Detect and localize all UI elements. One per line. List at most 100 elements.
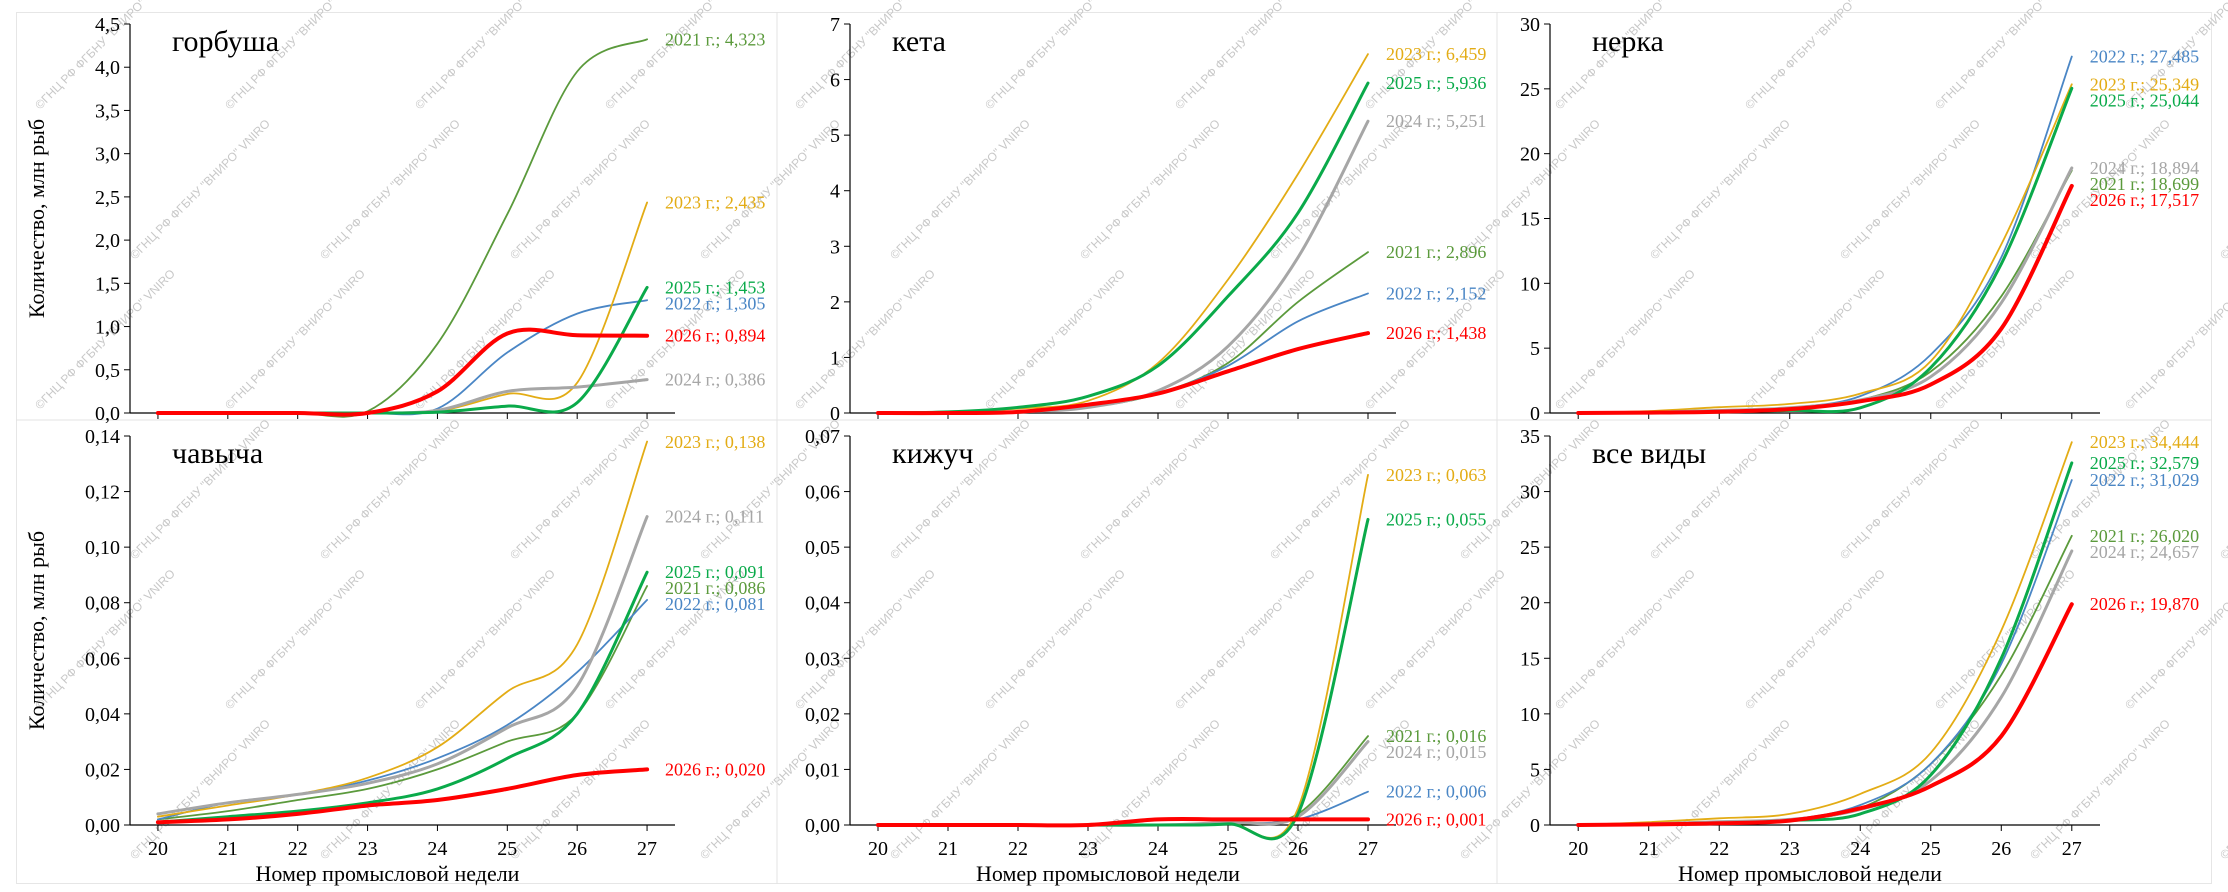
series-end-label-2023: 2023 г.; 6,459 (1386, 44, 1486, 64)
x-tick-label: 22 (1008, 838, 1028, 860)
x-tick-label: 23 (1078, 838, 1098, 860)
watermark-group: ©ГНЦ РФ ФГБНУ "ВНИРО" VNIRO ©ГНЦ РФ ФГБНУ… (32, 0, 2228, 862)
watermark-text: ©ГНЦ РФ ФГБНУ "ВНИРО" VNIRO (982, 567, 1128, 713)
watermark-text: ©ГНЦ РФ ФГБНУ "ВНИРО" VNIRO (1552, 567, 1698, 713)
y-tick-label: 0,01 (805, 759, 840, 781)
y-tick-label: 5 (1530, 759, 1540, 781)
x-tick-label: 21 (1639, 838, 1659, 860)
watermark-text: ©ГНЦ РФ ФГБНУ "ВНИРО" VNIRO (1647, 117, 1793, 263)
y-tick-label: 0 (830, 403, 840, 425)
watermark-text: ©ГНЦ РФ ФГБНУ "ВНИРО" VNIRO (1172, 567, 1318, 713)
y-tick-label: 0,06 (85, 648, 120, 670)
series-line-2022 (877, 292, 1369, 414)
x-tick-label: 22 (1709, 838, 1729, 860)
series-end-label-2024: 2024 г.; 5,251 (1386, 111, 1486, 131)
watermark-text: ©ГНЦ РФ ФГБНУ "ВНИРО" VNIRO (1172, 267, 1318, 413)
watermark-text: ©ГНЦ РФ ФГБНУ "ВНИРО" VNIRO (602, 0, 748, 112)
x-axis-title: Номер промысловой недели (256, 861, 520, 886)
series-line-2026 (876, 817, 1370, 828)
series-line-2026 (155, 327, 650, 417)
panel-1: 0,0 0,5 1,0 1,5 2,0 2,5 3,0 3,5 4,0 4,5 горбуша Кол… (24, 14, 765, 425)
y-tick-label: 1,0 (95, 317, 120, 339)
series-end-label-2026: 2026 г.; 0,894 (665, 326, 765, 346)
y-tick-label: 0 (1530, 815, 1540, 837)
watermark-text: ©ГНЦ РФ ФГБНУ "ВНИРО" VNIRO (32, 567, 178, 713)
y-tick-label: 1 (830, 347, 840, 369)
series-line-2026 (155, 767, 650, 825)
watermark-text: ©ГНЦ РФ ФГБНУ "ВНИРО" VNIRO (2217, 117, 2228, 263)
y-tick-label: 0,12 (85, 482, 120, 504)
series-end-label-2021: 2021 г.; 0,016 (1386, 726, 1486, 746)
series-end-label-2025: 2025 г.; 1,453 (665, 277, 765, 297)
x-tick-label: 24 (427, 838, 447, 860)
watermark-text: ©ГНЦ РФ ФГБНУ "ВНИРО" VNIRO (1742, 267, 1888, 413)
watermark-text: ©ГНЦ РФ ФГБНУ "ВНИРО" VNIRO (887, 117, 1033, 263)
y-tick-label: 6 (830, 70, 840, 92)
x-axis-title: Номер промысловой недели (1678, 861, 1942, 886)
series-end-label-2021: 2021 г.; 4,323 (665, 29, 765, 49)
series-line-2024 (1576, 166, 2074, 415)
series-line-2026 (1576, 183, 2074, 415)
series-end-label-2025: 2025 г.; 25,044 (2090, 90, 2199, 110)
watermark-text: ©ГНЦ РФ ФГБНУ "ВНИРО" VNIRO (1362, 567, 1508, 713)
y-tick-label: 0,14 (85, 426, 120, 448)
watermark-text: ©ГНЦ РФ ФГБНУ "ВНИРО" VNIRO (1742, 567, 1888, 713)
watermark-text: ©ГНЦ РФ ФГБНУ "ВНИРО" VNIRO (507, 417, 653, 563)
watermark-text: ©ГНЦ РФ ФГБНУ "ВНИРО" VNIRO (2027, 717, 2173, 863)
series-line-2021 (1577, 534, 2073, 826)
y-tick-label: 4,0 (95, 57, 120, 79)
series-end-label-2026: 2026 г.; 1,438 (1386, 323, 1486, 343)
series-line-2021 (1577, 169, 2073, 414)
y-tick-label: 3 (830, 236, 840, 258)
y-tick-label: 7 (830, 14, 840, 36)
watermark-text: ©ГНЦ РФ ФГБНУ "ВНИРО" VNIRO (1077, 417, 1223, 563)
series-line-2025 (156, 570, 649, 824)
series-line-2024 (876, 119, 1370, 415)
watermark-text: ©ГНЦ РФ ФГБНУ "ВНИРО" VNIRO (1457, 117, 1603, 263)
y-tick-label: 30 (1520, 482, 1540, 504)
x-tick-label: 22 (288, 838, 308, 860)
series-end-label-2024: 2024 г.; 0,111 (665, 507, 764, 527)
x-tick-label: 25 (1218, 838, 1238, 860)
y-tick-label: 0,00 (85, 815, 120, 837)
watermark-text: ©ГНЦ РФ ФГБНУ "ВНИРО" VNIRO (982, 0, 1128, 112)
watermark-text: ©ГНЦ РФ ФГБНУ "ВНИРО" VNIRO (222, 567, 368, 713)
x-tick-label: 26 (567, 838, 587, 860)
watermark-text: ©ГНЦ РФ ФГБНУ "ВНИРО" VNIRO (507, 117, 653, 263)
watermark-text: ©ГНЦ РФ ФГБНУ "ВНИРО" VNIRO (1267, 417, 1413, 563)
watermark-text: ©ГНЦ РФ ФГБНУ "ВНИРО" VNIRO (1172, 0, 1318, 112)
y-tick-label: 2 (830, 292, 840, 314)
x-tick-label: 20 (1568, 838, 1588, 860)
x-tick-label: 21 (938, 838, 958, 860)
series-end-label-2024: 2024 г.; 0,015 (1386, 742, 1486, 762)
x-tick-label: 20 (148, 838, 168, 860)
series-end-label-2023: 2023 г.; 2,435 (665, 193, 765, 213)
series-line-2026 (876, 331, 1370, 416)
watermark-text: ©ГНЦ РФ ФГБНУ "ВНИРО" VNIRO (1742, 0, 1888, 112)
x-tick-label: 23 (358, 838, 378, 860)
watermark-text: ©ГНЦ РФ ФГБНУ "ВНИРО" VNIRO (412, 567, 558, 713)
y-tick-label: 25 (1520, 537, 1540, 559)
series-end-label-2021: 2021 г.; 18,699 (2090, 174, 2199, 194)
y-tick-label: 0,03 (805, 648, 840, 670)
y-tick-label: 30 (1520, 14, 1540, 36)
watermark-text: ©ГНЦ РФ ФГБНУ "ВНИРО" VNIRO (2122, 567, 2228, 713)
series-end-label-2024: 2024 г.; 18,894 (2090, 158, 2199, 178)
x-tick-label: 24 (1148, 838, 1168, 860)
watermark-text: ©ГНЦ РФ ФГБНУ "ВНИРО" VNIRO (222, 267, 368, 413)
y-tick-label: 35 (1520, 426, 1540, 448)
y-tick-label: 2,5 (95, 187, 120, 209)
y-tick-label: 20 (1520, 593, 1540, 615)
x-axis-title: Номер промысловой недели (976, 861, 1240, 886)
panel-4: 0,00 0,02 0,04 0,06 0,08 0,10 0,12 0,14 20 21 22 23… (24, 426, 765, 886)
x-tick-label: 24 (1850, 838, 1870, 860)
series-end-label-2023: 2023 г.; 34,444 (2090, 432, 2199, 452)
series-line-2023 (157, 440, 648, 818)
y-tick-label: 15 (1520, 648, 1540, 670)
series-end-label-2023: 2023 г.; 25,349 (2090, 74, 2199, 94)
y-tick-label: 0,06 (805, 482, 840, 504)
series-line-2024 (156, 515, 649, 816)
x-tick-label: 27 (2062, 838, 2082, 860)
x-tick-label: 21 (218, 838, 238, 860)
